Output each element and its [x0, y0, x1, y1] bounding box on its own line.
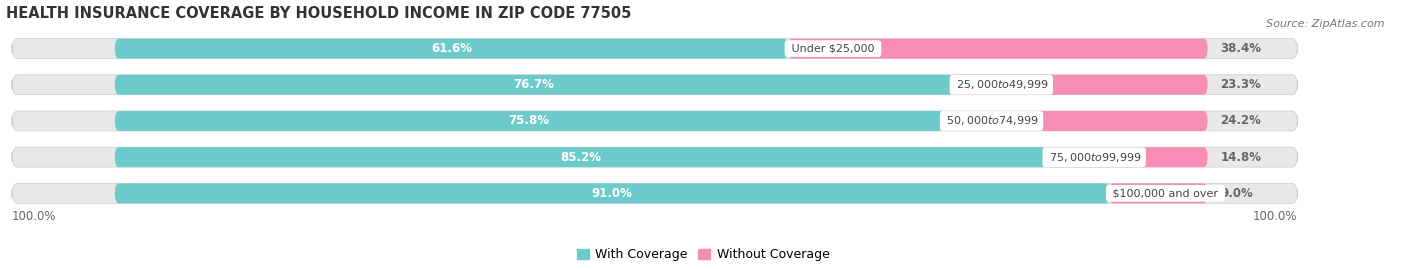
FancyBboxPatch shape: [1109, 183, 1208, 203]
Text: 76.7%: 76.7%: [513, 78, 554, 91]
Text: $25,000 to $49,999: $25,000 to $49,999: [953, 78, 1050, 91]
FancyBboxPatch shape: [13, 111, 1298, 131]
Legend: With Coverage, Without Coverage: With Coverage, Without Coverage: [576, 248, 830, 261]
Text: Source: ZipAtlas.com: Source: ZipAtlas.com: [1267, 19, 1385, 29]
FancyBboxPatch shape: [115, 183, 1109, 203]
FancyBboxPatch shape: [13, 183, 1298, 203]
FancyBboxPatch shape: [787, 39, 1208, 59]
FancyBboxPatch shape: [13, 147, 1298, 167]
Text: 91.0%: 91.0%: [592, 187, 633, 200]
FancyBboxPatch shape: [13, 39, 1298, 59]
Text: $50,000 to $74,999: $50,000 to $74,999: [943, 115, 1040, 128]
Text: 9.0%: 9.0%: [1220, 187, 1253, 200]
Text: 38.4%: 38.4%: [1220, 42, 1261, 55]
FancyBboxPatch shape: [115, 75, 953, 95]
Text: Under $25,000: Under $25,000: [787, 44, 877, 54]
Text: 100.0%: 100.0%: [13, 210, 56, 223]
Text: HEALTH INSURANCE COVERAGE BY HOUSEHOLD INCOME IN ZIP CODE 77505: HEALTH INSURANCE COVERAGE BY HOUSEHOLD I…: [6, 6, 631, 20]
Text: 14.8%: 14.8%: [1220, 151, 1261, 164]
Text: 75.8%: 75.8%: [509, 115, 550, 128]
FancyBboxPatch shape: [115, 111, 943, 131]
FancyBboxPatch shape: [115, 39, 787, 59]
Text: $100,000 and over: $100,000 and over: [1109, 188, 1222, 198]
Text: $75,000 to $99,999: $75,000 to $99,999: [1046, 151, 1143, 164]
FancyBboxPatch shape: [115, 147, 1046, 167]
FancyBboxPatch shape: [13, 75, 1298, 95]
Text: 100.0%: 100.0%: [1253, 210, 1298, 223]
Text: 61.6%: 61.6%: [430, 42, 472, 55]
Text: 23.3%: 23.3%: [1220, 78, 1261, 91]
Text: 24.2%: 24.2%: [1220, 115, 1261, 128]
FancyBboxPatch shape: [1046, 147, 1208, 167]
FancyBboxPatch shape: [953, 75, 1208, 95]
Text: 85.2%: 85.2%: [560, 151, 600, 164]
FancyBboxPatch shape: [943, 111, 1208, 131]
